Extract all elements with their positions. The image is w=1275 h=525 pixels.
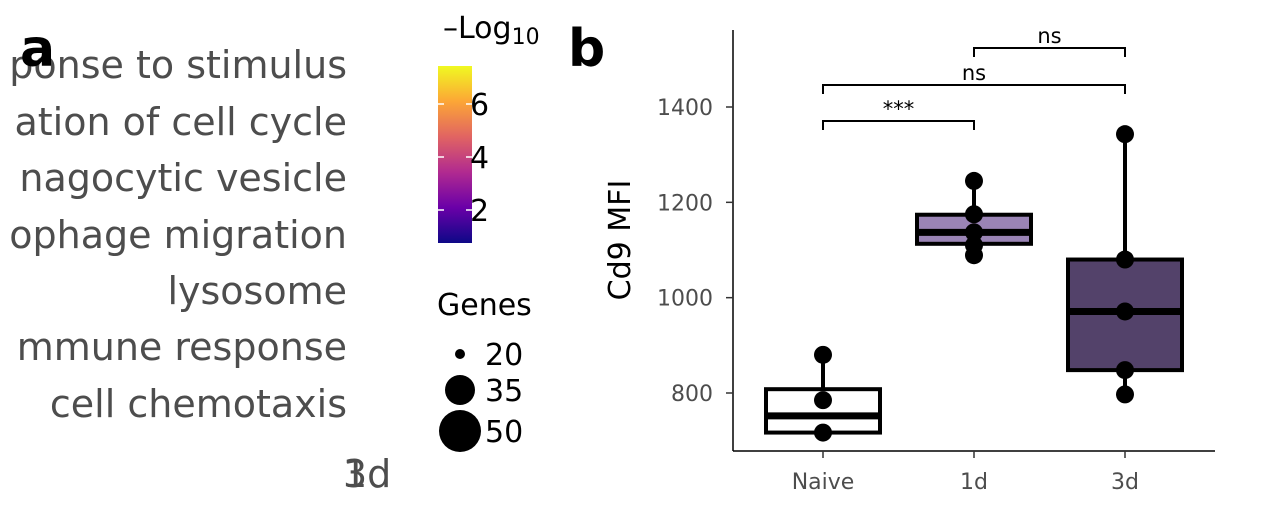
size-legend-dot bbox=[439, 410, 481, 452]
go-term-label: ponse to stimulus bbox=[9, 43, 347, 87]
go-term-labels: ponse to stimulus ation of cell cycle na… bbox=[9, 43, 347, 426]
boxplots bbox=[764, 125, 1184, 442]
boxplot-3d bbox=[1066, 125, 1184, 404]
colorbar-tick-label: 6 bbox=[470, 88, 489, 123]
x-ticks: Naive 1d 3d bbox=[792, 451, 1139, 495]
data-point bbox=[965, 205, 983, 224]
x-tick-label: Naive bbox=[792, 470, 855, 495]
y-tick-label: 1400 bbox=[657, 96, 713, 121]
x-tick-label: 3d bbox=[1111, 470, 1139, 495]
data-point bbox=[1116, 302, 1134, 321]
bracket-line bbox=[822, 84, 1126, 94]
size-legend: Genes 20 35 50 bbox=[437, 288, 532, 452]
size-legend-label: 20 bbox=[485, 338, 523, 373]
y-ticks: 800 1000 1200 1400 bbox=[657, 96, 733, 407]
size-legend-label: 50 bbox=[485, 415, 523, 450]
go-term-label: ation of cell cycle bbox=[14, 100, 347, 144]
colorbar-title-sub: 10 bbox=[512, 25, 540, 50]
data-point bbox=[1116, 125, 1134, 144]
colorbar-tick-label: 2 bbox=[470, 194, 489, 229]
boxplot-naive bbox=[764, 345, 882, 442]
panel-a: ponse to stimulus ation of cell cycle na… bbox=[9, 11, 539, 496]
x-tick-overlap: 1 bbox=[343, 452, 367, 496]
size-legend-dot bbox=[455, 349, 465, 359]
significance-label: *** bbox=[883, 97, 915, 121]
data-point bbox=[965, 246, 983, 265]
significance-label: ns bbox=[1037, 24, 1061, 48]
go-term-label: ophage migration bbox=[9, 213, 347, 257]
panel-a-letter: a bbox=[20, 19, 55, 79]
data-point bbox=[814, 345, 832, 364]
size-legend-label: 35 bbox=[485, 374, 523, 409]
bracket-line bbox=[822, 120, 975, 130]
y-tick-label: 1200 bbox=[657, 191, 713, 216]
go-term-label: mmune response bbox=[17, 325, 347, 369]
y-axis-label: Cd9 MFI bbox=[603, 180, 638, 301]
data-point bbox=[1116, 250, 1134, 269]
data-point bbox=[1116, 361, 1134, 380]
data-point bbox=[965, 171, 983, 190]
size-legend-dot bbox=[445, 375, 475, 405]
data-point bbox=[1116, 385, 1134, 404]
data-point bbox=[965, 223, 983, 242]
y-tick-label: 800 bbox=[671, 382, 713, 407]
go-term-label: cell chemotaxis bbox=[50, 382, 347, 426]
go-term-label: lysosome bbox=[167, 269, 347, 313]
colorbar-tick-label: 4 bbox=[470, 141, 489, 176]
significance-bracket: *** bbox=[822, 97, 975, 130]
colorbar-title: –Log10 bbox=[443, 11, 540, 50]
x-tick-overlap: 3d bbox=[343, 452, 391, 496]
size-legend-title: Genes bbox=[437, 288, 532, 323]
panel-b: b Cd9 MFI 800 1000 1200 1400 Naive 1d 3d *** n… bbox=[568, 19, 1215, 495]
go-term-label: nagocytic vesicle bbox=[19, 156, 347, 200]
bracket-line bbox=[973, 47, 1126, 57]
significance-brackets: *** ns ns bbox=[822, 24, 1126, 130]
significance-label: ns bbox=[962, 61, 986, 85]
colorbar-minus: – bbox=[443, 11, 458, 46]
colorbar-title-main: Log bbox=[458, 11, 512, 46]
panel-b-letter: b bbox=[568, 19, 605, 79]
data-point bbox=[814, 423, 832, 442]
x-tick-label: 1d bbox=[960, 470, 988, 495]
significance-bracket: ns bbox=[822, 61, 1126, 94]
boxplot-1d bbox=[915, 171, 1033, 265]
colorbar-legend: –Log10 6 4 2 bbox=[438, 11, 540, 243]
significance-bracket: ns bbox=[973, 24, 1126, 57]
colorbar bbox=[438, 66, 472, 243]
y-tick-label: 1000 bbox=[657, 287, 713, 312]
data-point bbox=[814, 391, 832, 410]
